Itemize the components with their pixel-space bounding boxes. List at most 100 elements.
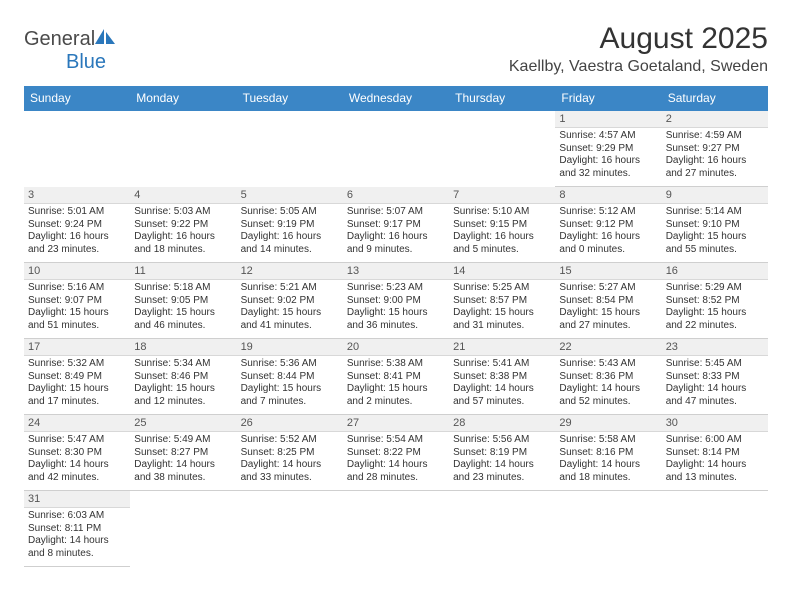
day-line-sr: Sunrise: 5:12 AM bbox=[559, 206, 657, 219]
day-line-ss: Sunset: 8:11 PM bbox=[28, 523, 126, 536]
day-details: Sunrise: 5:52 AMSunset: 8:25 PMDaylight:… bbox=[237, 432, 343, 487]
day-line-ss: Sunset: 9:00 PM bbox=[347, 295, 445, 308]
day-line-sr: Sunrise: 5:54 AM bbox=[347, 434, 445, 447]
calendar-day-cell: 20Sunrise: 5:38 AMSunset: 8:41 PMDayligh… bbox=[343, 339, 449, 415]
calendar-day-cell: 11Sunrise: 5:18 AMSunset: 9:05 PMDayligh… bbox=[130, 263, 236, 339]
day-line-sr: Sunrise: 5:18 AM bbox=[134, 282, 232, 295]
day-details: Sunrise: 5:41 AMSunset: 8:38 PMDaylight:… bbox=[449, 356, 555, 411]
day-line-ss: Sunset: 8:30 PM bbox=[28, 447, 126, 460]
day-line-ss: Sunset: 8:16 PM bbox=[559, 447, 657, 460]
day-number: 20 bbox=[343, 339, 449, 356]
calendar-day-cell bbox=[662, 491, 768, 567]
day-number: 4 bbox=[130, 187, 236, 204]
day-line-ss: Sunset: 9:17 PM bbox=[347, 219, 445, 232]
day-line-ss: Sunset: 8:49 PM bbox=[28, 371, 126, 384]
day-number: 8 bbox=[555, 187, 661, 204]
calendar-day-cell: 23Sunrise: 5:45 AMSunset: 8:33 PMDayligh… bbox=[662, 339, 768, 415]
calendar-day-cell bbox=[555, 491, 661, 567]
calendar-week-row: 10Sunrise: 5:16 AMSunset: 9:07 PMDayligh… bbox=[24, 263, 768, 339]
logo-text: GeneralBlue bbox=[24, 28, 117, 74]
weekday-header: Tuesday bbox=[237, 86, 343, 111]
day-number: 9 bbox=[662, 187, 768, 204]
weekday-header: Thursday bbox=[449, 86, 555, 111]
day-number: 3 bbox=[24, 187, 130, 204]
calendar-day-cell bbox=[449, 111, 555, 187]
calendar-day-cell: 31Sunrise: 6:03 AMSunset: 8:11 PMDayligh… bbox=[24, 491, 130, 567]
calendar-day-cell: 18Sunrise: 5:34 AMSunset: 8:46 PMDayligh… bbox=[130, 339, 236, 415]
day-line-ss: Sunset: 9:15 PM bbox=[453, 219, 551, 232]
day-line-ss: Sunset: 8:57 PM bbox=[453, 295, 551, 308]
day-line-sr: Sunrise: 4:57 AM bbox=[559, 130, 657, 143]
day-line-d1: Daylight: 15 hours bbox=[28, 383, 126, 396]
day-line-d2: and 14 minutes. bbox=[241, 244, 339, 257]
day-details: Sunrise: 5:54 AMSunset: 8:22 PMDaylight:… bbox=[343, 432, 449, 487]
day-line-ss: Sunset: 8:25 PM bbox=[241, 447, 339, 460]
calendar-day-cell: 13Sunrise: 5:23 AMSunset: 9:00 PMDayligh… bbox=[343, 263, 449, 339]
day-line-d2: and 31 minutes. bbox=[453, 320, 551, 333]
day-line-ss: Sunset: 8:41 PM bbox=[347, 371, 445, 384]
day-line-ss: Sunset: 9:29 PM bbox=[559, 143, 657, 156]
day-line-ss: Sunset: 8:27 PM bbox=[134, 447, 232, 460]
day-line-d1: Daylight: 16 hours bbox=[559, 231, 657, 244]
day-line-d2: and 7 minutes. bbox=[241, 396, 339, 409]
day-number: 21 bbox=[449, 339, 555, 356]
day-line-ss: Sunset: 9:10 PM bbox=[666, 219, 764, 232]
calendar-day-cell bbox=[449, 491, 555, 567]
calendar-day-cell: 6Sunrise: 5:07 AMSunset: 9:17 PMDaylight… bbox=[343, 187, 449, 263]
day-line-ss: Sunset: 8:52 PM bbox=[666, 295, 764, 308]
day-line-d1: Daylight: 14 hours bbox=[453, 459, 551, 472]
day-line-ss: Sunset: 9:12 PM bbox=[559, 219, 657, 232]
day-line-d2: and 5 minutes. bbox=[453, 244, 551, 257]
day-line-d1: Daylight: 16 hours bbox=[559, 155, 657, 168]
day-details: Sunrise: 5:49 AMSunset: 8:27 PMDaylight:… bbox=[130, 432, 236, 487]
day-line-d2: and 38 minutes. bbox=[134, 472, 232, 485]
day-line-sr: Sunrise: 5:38 AM bbox=[347, 358, 445, 371]
day-line-sr: Sunrise: 5:10 AM bbox=[453, 206, 551, 219]
day-line-sr: Sunrise: 5:52 AM bbox=[241, 434, 339, 447]
day-number: 18 bbox=[130, 339, 236, 356]
calendar-day-cell: 28Sunrise: 5:56 AMSunset: 8:19 PMDayligh… bbox=[449, 415, 555, 491]
day-line-d2: and 28 minutes. bbox=[347, 472, 445, 485]
day-line-d2: and 36 minutes. bbox=[347, 320, 445, 333]
day-number: 14 bbox=[449, 263, 555, 280]
day-details: Sunrise: 5:07 AMSunset: 9:17 PMDaylight:… bbox=[343, 204, 449, 259]
day-line-sr: Sunrise: 5:43 AM bbox=[559, 358, 657, 371]
day-line-d1: Daylight: 14 hours bbox=[134, 459, 232, 472]
weekday-header: Wednesday bbox=[343, 86, 449, 111]
day-number: 29 bbox=[555, 415, 661, 432]
weekday-row: SundayMondayTuesdayWednesdayThursdayFrid… bbox=[24, 86, 768, 111]
day-line-sr: Sunrise: 5:45 AM bbox=[666, 358, 764, 371]
day-line-ss: Sunset: 9:19 PM bbox=[241, 219, 339, 232]
day-line-d1: Daylight: 14 hours bbox=[666, 383, 764, 396]
day-line-sr: Sunrise: 6:03 AM bbox=[28, 510, 126, 523]
day-number: 23 bbox=[662, 339, 768, 356]
calendar-week-row: 24Sunrise: 5:47 AMSunset: 8:30 PMDayligh… bbox=[24, 415, 768, 491]
calendar-day-cell bbox=[130, 111, 236, 187]
day-line-d1: Daylight: 15 hours bbox=[347, 307, 445, 320]
day-line-d1: Daylight: 15 hours bbox=[134, 307, 232, 320]
day-line-d2: and 17 minutes. bbox=[28, 396, 126, 409]
day-line-d2: and 0 minutes. bbox=[559, 244, 657, 257]
day-details: Sunrise: 5:29 AMSunset: 8:52 PMDaylight:… bbox=[662, 280, 768, 335]
day-line-ss: Sunset: 8:44 PM bbox=[241, 371, 339, 384]
day-line-sr: Sunrise: 5:34 AM bbox=[134, 358, 232, 371]
day-line-ss: Sunset: 9:07 PM bbox=[28, 295, 126, 308]
day-line-d2: and 46 minutes. bbox=[134, 320, 232, 333]
calendar-day-cell: 2Sunrise: 4:59 AMSunset: 9:27 PMDaylight… bbox=[662, 111, 768, 187]
day-line-d2: and 32 minutes. bbox=[559, 168, 657, 181]
calendar-day-cell: 19Sunrise: 5:36 AMSunset: 8:44 PMDayligh… bbox=[237, 339, 343, 415]
day-line-sr: Sunrise: 5:58 AM bbox=[559, 434, 657, 447]
day-details: Sunrise: 5:25 AMSunset: 8:57 PMDaylight:… bbox=[449, 280, 555, 335]
day-line-d2: and 8 minutes. bbox=[28, 548, 126, 561]
day-line-d1: Daylight: 14 hours bbox=[453, 383, 551, 396]
day-details: Sunrise: 5:21 AMSunset: 9:02 PMDaylight:… bbox=[237, 280, 343, 335]
calendar-day-cell: 9Sunrise: 5:14 AMSunset: 9:10 PMDaylight… bbox=[662, 187, 768, 263]
calendar-day-cell bbox=[237, 111, 343, 187]
day-line-d1: Daylight: 14 hours bbox=[347, 459, 445, 472]
calendar-body: 1Sunrise: 4:57 AMSunset: 9:29 PMDaylight… bbox=[24, 111, 768, 567]
day-number: 22 bbox=[555, 339, 661, 356]
day-number: 12 bbox=[237, 263, 343, 280]
day-line-sr: Sunrise: 5:47 AM bbox=[28, 434, 126, 447]
day-line-d2: and 18 minutes. bbox=[134, 244, 232, 257]
day-details: Sunrise: 5:58 AMSunset: 8:16 PMDaylight:… bbox=[555, 432, 661, 487]
